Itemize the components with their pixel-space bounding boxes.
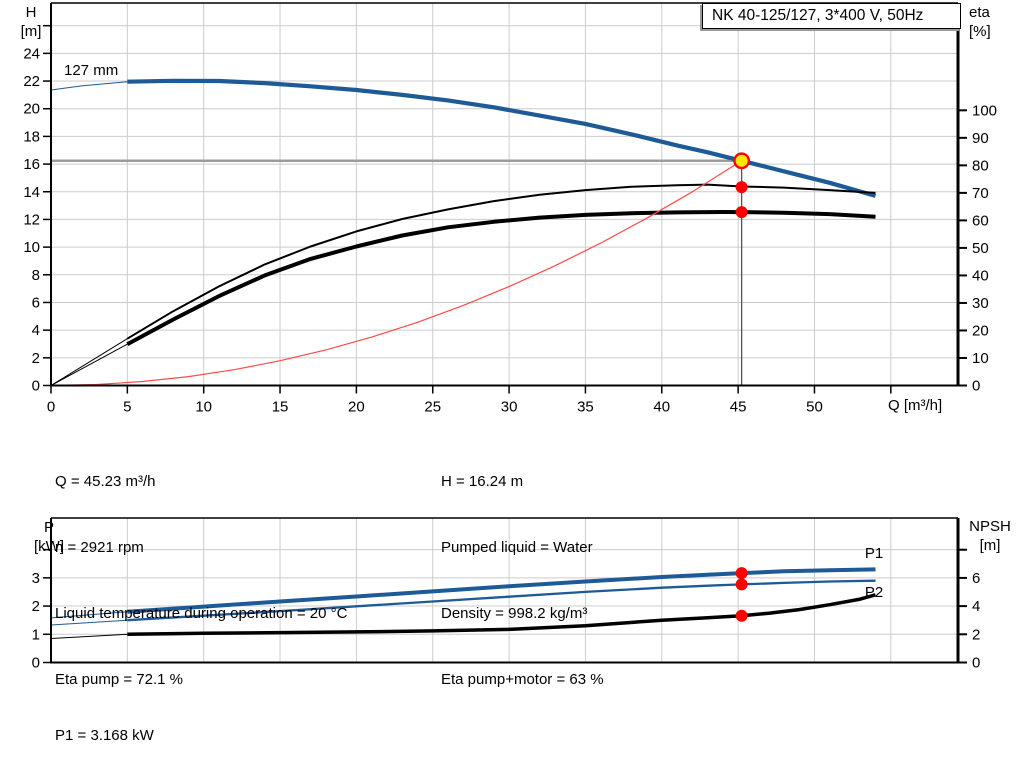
bottom-tick-label: 5: [123, 399, 131, 416]
eta-axis-title-line1: eta: [969, 4, 990, 21]
head-curve-min-range[interactable]: [50, 81, 128, 91]
bottom-tick-label: 25: [424, 399, 441, 416]
p2-curve[interactable]: [127, 579, 876, 622]
npsh-curve[interactable]: [127, 593, 876, 637]
left-tick-label: 12: [23, 211, 40, 228]
info-speed: n = 2921 rpm: [55, 539, 144, 556]
info-pumped-liquid: Pumped liquid = Water: [441, 539, 593, 556]
eta-pump-curve-min-range[interactable]: [50, 338, 128, 386]
bottom-tick-label: 40: [653, 399, 670, 416]
p1-point[interactable]: [735, 567, 748, 580]
p-axis-title: P [kW]: [22, 518, 76, 556]
p1-curve-label: P1: [865, 545, 883, 562]
info-head: H = 16.24 m: [441, 473, 524, 490]
info-eta-pump: Eta pump = 72.1 %: [55, 671, 183, 688]
npsh-axis-title-line2: [m]: [979, 537, 1001, 554]
right-tick-label: 10: [972, 350, 989, 367]
h-axis-title: H [m]: [12, 3, 50, 41]
bottom-tick-label: 20: [348, 399, 365, 416]
bottom-tick-label: 0: [47, 399, 55, 416]
q-axis-title: Q [m³/h]: [888, 397, 943, 414]
bottom-tick-label: 35: [577, 399, 594, 416]
npsh-axis-title: NPSH [m]: [960, 517, 1020, 555]
npsh-point[interactable]: [735, 609, 748, 622]
info-p1: P1 = 3.168 kW: [55, 727, 154, 744]
npsh-curve-min-range[interactable]: [50, 633, 128, 639]
eta-axis-title-line2: [%]: [969, 23, 991, 40]
hq-chart: 0246810121416182022240102030405060708090…: [23, 2, 997, 416]
power-info-block: P1 = 3.168 kW P2 = 2.768 kW NPSH = 3.32 …: [55, 681, 397, 781]
duty-info-right-column: H = 16.24 m Pumped liquid = Water Densit…: [441, 427, 604, 735]
right-tick-label: 60: [972, 212, 989, 229]
left-tick-label: 20: [23, 101, 40, 118]
right-tick-label: 30: [972, 295, 989, 312]
right-tick-label: 40: [972, 267, 989, 284]
p2-curve-min-range[interactable]: [50, 619, 128, 626]
right-tick-label: 0: [972, 378, 980, 395]
impeller-diameter-label: 127 mm: [64, 62, 119, 79]
p1-curve[interactable]: [127, 567, 876, 614]
eta-pump-motor-point[interactable]: [735, 206, 748, 219]
info-flow: Q = 45.23 m³/h: [55, 473, 156, 490]
left-tick-label: 0: [32, 655, 40, 672]
left-tick-label: 3: [32, 570, 40, 587]
right-tick-label: 100: [972, 102, 997, 119]
info-liquid-temperature: Liquid temperature during operation = 20…: [55, 605, 348, 622]
pump-title-box: NK 40-125/127, 3*400 V, 50Hz: [702, 3, 961, 29]
left-tick-label: 0: [32, 378, 40, 395]
npsh-axis-title-line1: NPSH: [969, 518, 1011, 535]
p1-curve-min-range[interactable]: [50, 611, 128, 619]
right-tick-label: 2: [972, 626, 980, 643]
left-tick-label: 18: [23, 128, 40, 145]
system-curve[interactable]: [50, 160, 742, 387]
left-tick-label: 14: [23, 184, 40, 201]
eta-pump-point[interactable]: [735, 181, 748, 194]
right-tick-label: 80: [972, 157, 989, 174]
eta-pump-curve[interactable]: [126, 183, 876, 340]
right-tick-label: 70: [972, 185, 989, 202]
left-tick-label: 8: [32, 267, 40, 284]
left-tick-label: 10: [23, 239, 40, 256]
bottom-tick-label: 30: [501, 399, 518, 416]
bottom-tick-label: 50: [806, 399, 823, 416]
right-tick-label: 90: [972, 130, 989, 147]
eta-pump-motor-curve[interactable]: [126, 210, 876, 346]
bottom-tick-label: 15: [272, 399, 289, 416]
right-tick-label: 20: [972, 322, 989, 339]
right-tick-label: 50: [972, 240, 989, 257]
bottom-tick-label: 45: [730, 399, 747, 416]
right-tick-label: 4: [972, 598, 980, 615]
eta-axis-title: eta [%]: [969, 3, 1019, 41]
p2-point[interactable]: [735, 578, 748, 591]
left-tick-label: 24: [23, 45, 40, 62]
bottom-tick-label: 10: [195, 399, 212, 416]
head-curve[interactable]: [127, 78, 877, 198]
eta-pump-motor-curve-min-range[interactable]: [50, 343, 128, 386]
p-axis-title-line2: [kW]: [34, 538, 64, 555]
duty-info-left-column: Q = 45.23 m³/h n = 2921 rpm Liquid tempe…: [55, 427, 347, 735]
left-tick-label: 22: [23, 73, 40, 90]
h-axis-title-line2: [m]: [20, 23, 42, 40]
h-axis-title-line1: H: [25, 4, 37, 21]
info-eta-pump-motor: Eta pump+motor = 63 %: [441, 671, 604, 688]
left-tick-label: 2: [32, 598, 40, 615]
left-tick-label: 2: [32, 350, 40, 367]
info-density: Density = 998.2 kg/m³: [441, 605, 588, 622]
left-tick-label: 4: [32, 322, 40, 339]
duty-point-marker[interactable]: [733, 152, 751, 170]
right-tick-label: 6: [972, 570, 980, 587]
left-tick-label: 16: [23, 156, 40, 173]
left-tick-label: 1: [32, 626, 40, 643]
left-tick-label: 6: [32, 294, 40, 311]
p-axis-title-line1: P: [43, 519, 54, 536]
right-tick-label: 0: [972, 655, 980, 672]
